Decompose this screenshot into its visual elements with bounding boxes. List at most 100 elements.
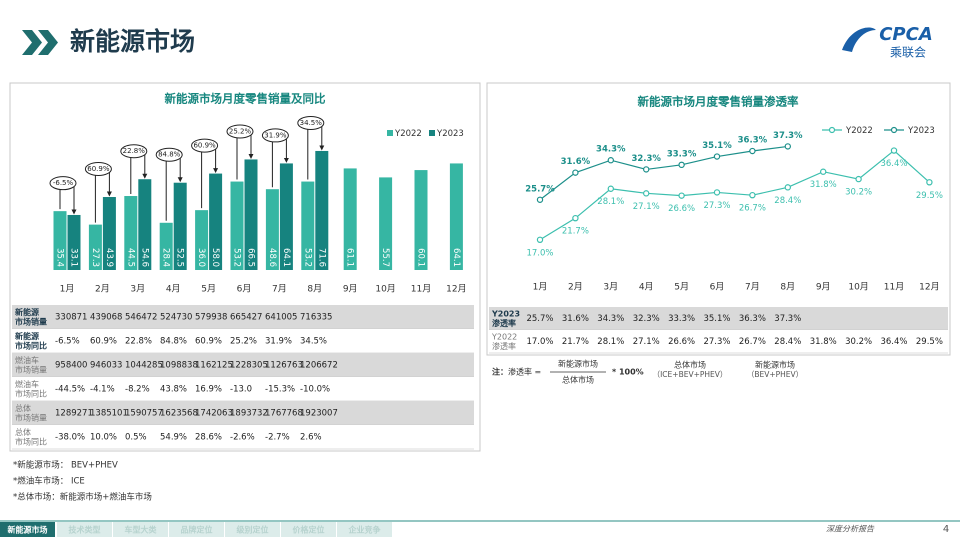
table-cell: 1590757 (125, 409, 163, 419)
annotation-label: 60.9% (193, 142, 216, 150)
x-tick-label: 1月 (60, 284, 75, 295)
table-cell: 330871 (55, 313, 87, 323)
bar (102, 197, 116, 270)
nav-tab (0, 522, 55, 537)
table-cell: 37.3% (774, 314, 801, 324)
legend-swatch (387, 130, 393, 136)
footnote: *燃油车市场： ICE (13, 476, 85, 487)
bar-value-label: 44.5 (125, 248, 135, 267)
annotation-bubble (261, 128, 289, 143)
nav-tab-label: 技术类型 (69, 525, 101, 535)
table-cell: -6.5% (55, 337, 80, 347)
series-point (678, 192, 685, 199)
legend-label: Y2023 (907, 126, 935, 136)
series-point (572, 214, 579, 222)
table-cell: 31.9% (265, 337, 292, 347)
table-cell: 524730 (160, 313, 192, 323)
nav-tab-label: 价格定位 (293, 525, 325, 535)
table-row (12, 401, 474, 425)
table-cell: 25.7% (526, 314, 553, 324)
bar (138, 179, 152, 270)
row-label: 总体 (15, 403, 31, 413)
nav-tab (169, 522, 224, 537)
bar-value-label: 27.3 (90, 248, 100, 267)
bar-value-label: 48.6 (267, 248, 277, 267)
annotation-bubble (297, 115, 325, 130)
table-cell: 31.6% (562, 314, 589, 324)
legend-label: Y2022 (845, 126, 873, 136)
nav-tab (57, 522, 112, 537)
x-tick-label: 2月 (95, 284, 110, 295)
x-tick-label: 7月 (745, 282, 760, 293)
x-tick-label: 7月 (272, 284, 287, 295)
table-cell: 1767768 (265, 409, 303, 419)
nav-tab-label: 品牌定位 (181, 525, 213, 535)
bar (88, 224, 102, 270)
nav-tab (225, 522, 280, 537)
x-tick-label: 9月 (343, 284, 358, 295)
x-tick-label: 8月 (780, 282, 795, 293)
page-number: 4 (943, 524, 949, 535)
row-label: 燃油车 (15, 355, 39, 365)
table-cell: 1742063 (195, 409, 233, 419)
row-label: 新能源 (15, 307, 39, 317)
row-label: 渗透率 (492, 341, 516, 351)
table-cell: 25.2% (230, 337, 257, 347)
table-cell: -38.0% (55, 433, 85, 443)
series-line (539, 149, 930, 241)
table-cell: 54.9% (160, 433, 187, 443)
page-title: 新能源市场 (70, 27, 195, 56)
table-cell: 28.1% (597, 337, 624, 347)
point-value-label: 33.3% (667, 149, 697, 159)
point-value-label: 21.7% (562, 227, 589, 237)
x-tick-label: 2月 (568, 282, 583, 293)
point-value-label: 35.1% (702, 141, 732, 151)
annotation-label: 25.2% (229, 127, 252, 135)
table-cell: 36.3% (739, 314, 766, 324)
table-cell: 32.3% (633, 314, 660, 324)
nav-tab (113, 522, 168, 537)
row-label: 市场同比 (15, 340, 47, 350)
series-point (643, 166, 650, 173)
bar-value-label: 35.4 (55, 248, 65, 267)
table-row (489, 330, 948, 353)
bar (301, 181, 315, 270)
x-tick-label: 10月 (375, 284, 395, 295)
table-cell: 21.7% (562, 337, 589, 347)
bar (315, 150, 329, 270)
table-cell: 34.3% (597, 314, 624, 324)
table-cell: 665427 (230, 313, 262, 323)
bar-value-label: 66.5 (246, 248, 256, 267)
bar (173, 182, 187, 270)
x-tick-label: 5月 (201, 284, 216, 295)
bar (414, 170, 428, 270)
formula-denominator: 总体市场 (562, 375, 594, 385)
bar-value-label: 64.1 (281, 248, 291, 267)
x-tick-label: 5月 (674, 282, 689, 293)
table-cell: 26.6% (668, 337, 695, 347)
bar (209, 173, 223, 270)
x-tick-label: 10月 (848, 282, 868, 293)
bar-value-label: 71.6 (316, 248, 326, 267)
row-label: 市场同比 (15, 388, 47, 398)
table-row (12, 305, 474, 329)
table-row (12, 425, 474, 449)
bar (279, 163, 293, 270)
table-cell: 30.2% (845, 337, 872, 347)
table-cell: 1623568 (160, 409, 198, 419)
series-point (926, 179, 933, 186)
chart-title: 新能源市场月度零售销量及同比 (165, 92, 326, 106)
x-tick-label: 11月 (411, 284, 431, 295)
series-point (643, 190, 650, 197)
x-tick-label: 4月 (639, 282, 654, 293)
bar-value-label: 53.2 (302, 248, 312, 267)
point-value-label: 28.1% (597, 197, 624, 207)
bar (159, 222, 173, 270)
series-point (678, 161, 685, 169)
chevron-icon (22, 30, 42, 55)
annotation-label: -6.5% (53, 179, 74, 187)
series-point (890, 147, 898, 154)
table-cell: 439068 (90, 313, 122, 323)
bar-value-label: 54.6 (139, 248, 149, 267)
table-cell: -8.2% (125, 385, 150, 395)
